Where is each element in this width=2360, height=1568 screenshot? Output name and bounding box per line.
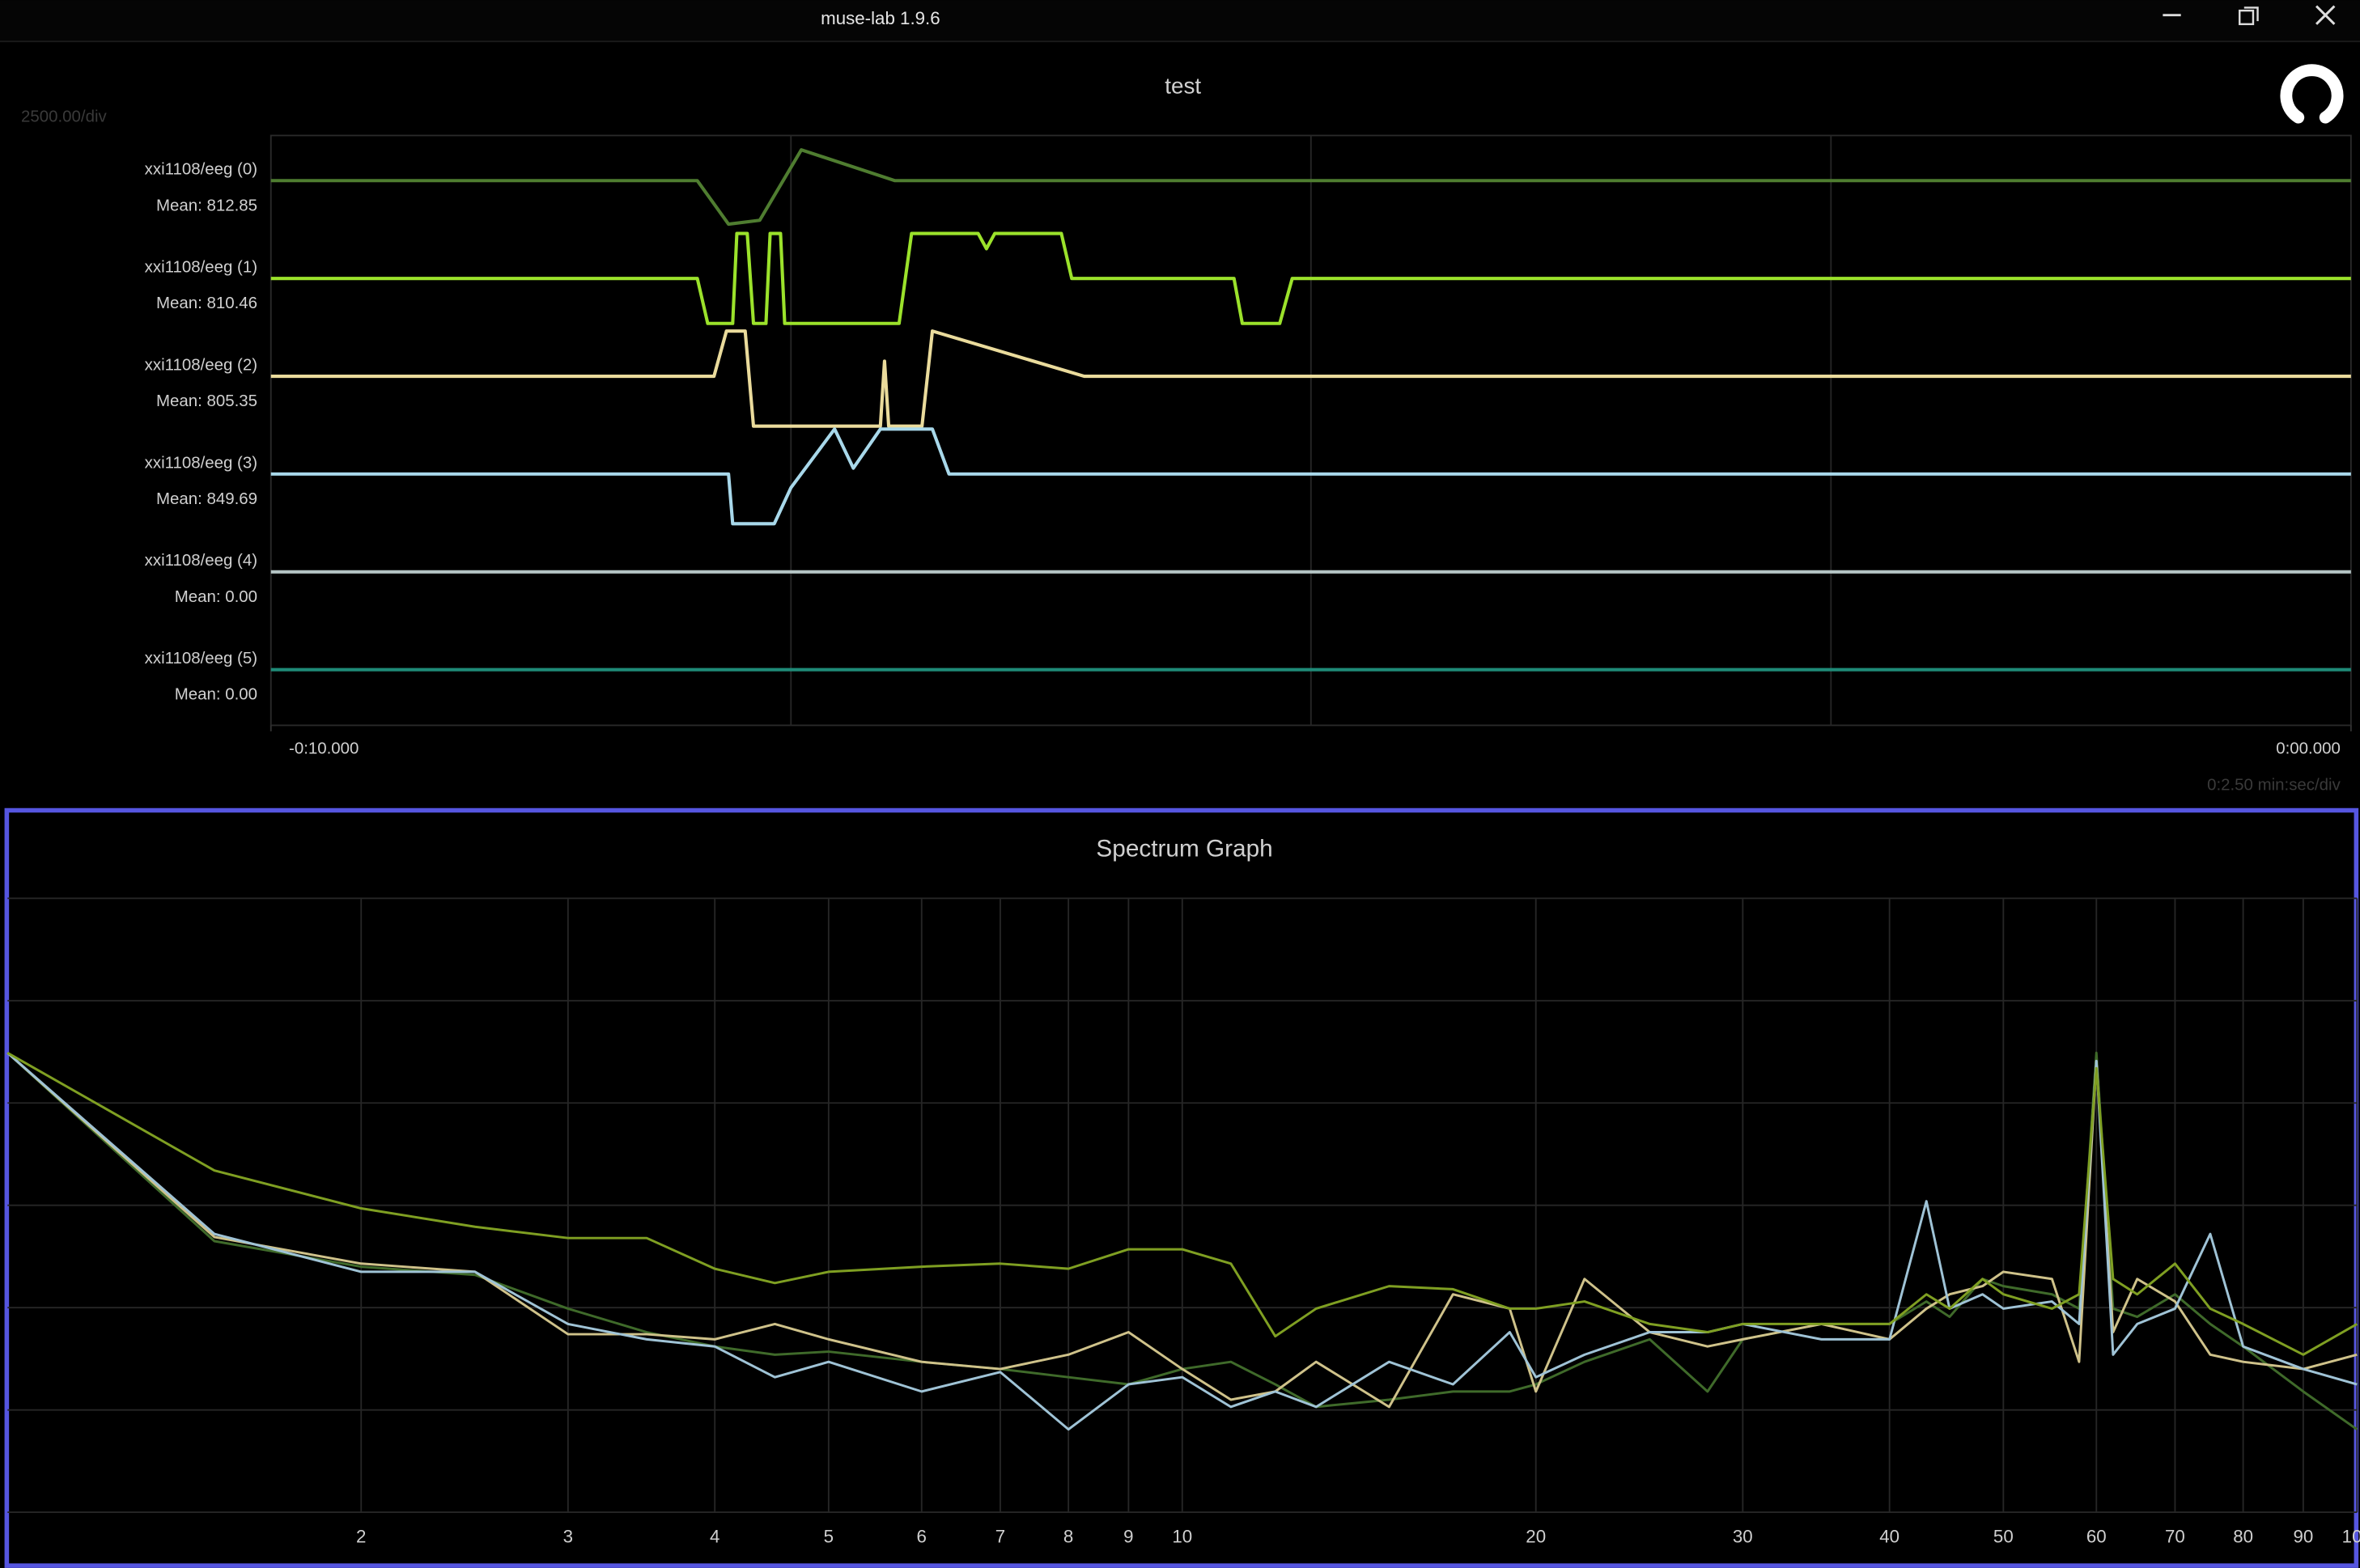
spectrum-line [6, 1051, 2358, 1356]
x-tick-label: 60 [2086, 1527, 2107, 1547]
x-tick-label: 20 [1526, 1527, 1546, 1547]
channel-mean: Mean: 849.69 [156, 489, 257, 508]
x-tick-label: 100 [2342, 1527, 2360, 1547]
channel-label: xxi1108/eeg (4) [145, 551, 257, 570]
channel-mean: Mean: 810.46 [156, 294, 257, 312]
x-tick-label: -0:10.000 [289, 740, 359, 758]
eeg-time-scale-label: 0:2.50 min:sec/div [2207, 775, 2341, 794]
eeg-trace [270, 231, 2351, 325]
x-tick-label: 6 [917, 1527, 927, 1547]
channel-mean: Mean: 812.85 [156, 196, 257, 214]
x-tick-label: 8 [1063, 1527, 1073, 1547]
minimize-hit[interactable] [2150, 0, 2195, 39]
x-tick-label: 3 [563, 1527, 573, 1547]
restore-icon [2239, 9, 2255, 26]
channel-label: xxi1108/eeg (2) [145, 355, 257, 374]
x-tick-label: 50 [1993, 1527, 2014, 1547]
channel-label: xxi1108/eeg (1) [145, 258, 257, 277]
x-tick-label: 0:00.000 [2276, 740, 2341, 758]
title-bar [0, 0, 2360, 41]
channel-mean: Mean: 0.00 [175, 587, 257, 606]
x-tick-label: 5 [824, 1527, 834, 1547]
minimize-button[interactable] [2150, 0, 2195, 39]
eeg-title: test [1165, 73, 1201, 98]
x-tick-label: 4 [710, 1527, 719, 1547]
channel-mean: Mean: 0.00 [175, 685, 257, 704]
close-icon [2315, 5, 2336, 25]
x-tick-label: 70 [2165, 1527, 2185, 1547]
x-tick-label: 10 [1172, 1527, 1192, 1547]
channel-label: xxi1108/eeg (0) [145, 160, 257, 179]
eeg-scale-label: 2500.00/div [21, 108, 107, 126]
x-tick-label: 80 [2233, 1527, 2253, 1547]
restore-hit[interactable] [2226, 0, 2271, 39]
x-tick-label: 30 [1733, 1527, 1753, 1547]
eeg-trace [270, 148, 2351, 227]
x-tick-label: 9 [1123, 1527, 1133, 1547]
close-button[interactable] [2303, 0, 2351, 39]
spectrum-title: Spectrum Graph [1096, 836, 1272, 862]
x-tick-label: 90 [2293, 1527, 2313, 1547]
close-hit[interactable] [2303, 0, 2351, 39]
channel-mean: Mean: 805.35 [156, 392, 257, 410]
app-logo[interactable] [2280, 64, 2344, 124]
x-tick-label: 2 [356, 1527, 366, 1547]
channel-label: xxi1108/eeg (5) [145, 649, 257, 667]
eeg-trace [270, 329, 2351, 428]
restore-button[interactable] [2226, 0, 2271, 39]
x-tick-label: 40 [1879, 1527, 1899, 1547]
eeg-trace [270, 427, 2351, 526]
window-title: muse-lab 1.9.6 [821, 8, 940, 28]
channel-label: xxi1108/eeg (3) [145, 453, 257, 472]
x-tick-label: 7 [995, 1527, 1005, 1547]
spectrum-line [6, 1052, 2358, 1431]
restore-icon-back [2243, 6, 2259, 22]
